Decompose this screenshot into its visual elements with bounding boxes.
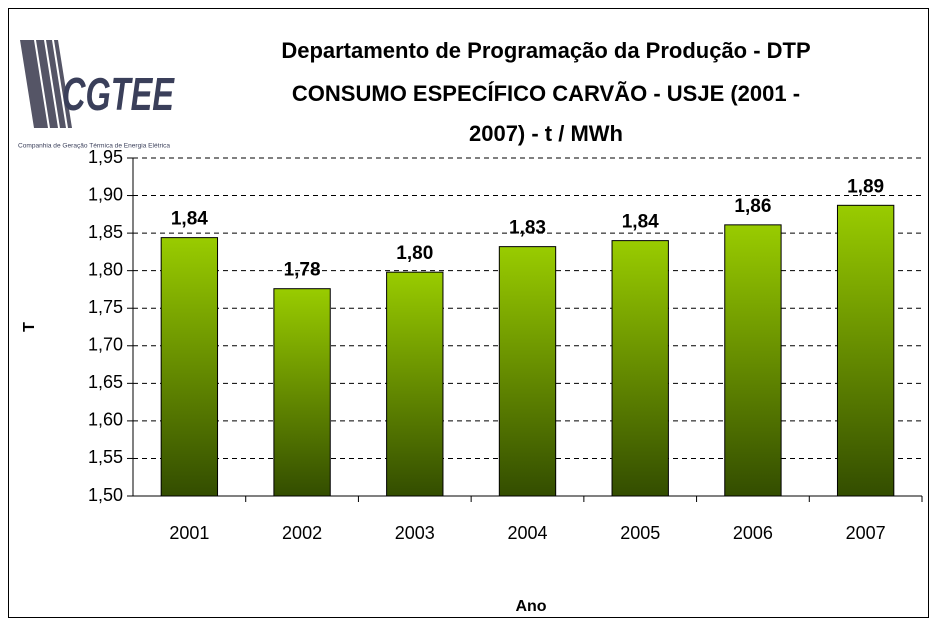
bar	[498, 246, 557, 497]
y-tick-label: 1,65	[88, 372, 123, 392]
bar	[273, 288, 331, 497]
data-label: 1,80	[396, 243, 433, 264]
y-tick-label: 1,50	[88, 485, 123, 505]
y-tick-label: 1,75	[88, 297, 123, 317]
y-tick-label: 1,85	[88, 222, 123, 242]
y-tick-label: 1,70	[88, 335, 123, 355]
bar	[836, 204, 895, 497]
data-label: 1,89	[847, 176, 884, 197]
data-label: 1,86	[734, 196, 771, 217]
bar	[724, 224, 782, 497]
x-axis-title: Ano	[515, 598, 546, 615]
chart-title: CONSUMO ESPECÍFICO CARVÃO - USJE (2001 -	[292, 81, 800, 106]
y-tick-label: 1,60	[88, 410, 123, 430]
logo: CGTEE Companhia de Geração Térmica de En…	[18, 40, 175, 150]
logo-name: CGTEE	[62, 68, 175, 120]
x-tick-label: 2001	[169, 523, 209, 543]
logo-mark	[20, 40, 72, 128]
x-tick-label: 2003	[395, 523, 435, 543]
bar	[160, 237, 219, 497]
y-axis-title: T	[21, 322, 38, 332]
bar	[386, 271, 444, 497]
data-label: 1,83	[509, 218, 546, 239]
x-tick-label: 2006	[733, 523, 773, 543]
y-tick-label: 1,95	[88, 147, 123, 167]
logo-tagline: Companhia de Geração Térmica de Energia …	[18, 144, 171, 150]
y-tick-label: 1,55	[88, 447, 123, 467]
data-label: 1,84	[171, 209, 208, 230]
data-label: 1,84	[622, 212, 659, 233]
data-label: 1,78	[284, 260, 321, 281]
x-tick-label: 2002	[282, 523, 322, 543]
chart-title: 2007) - t / MWh	[469, 121, 623, 146]
x-tick-label: 2007	[846, 523, 886, 543]
chart-title: Departamento de Programação da Produção …	[281, 38, 810, 63]
x-tick-label: 2004	[507, 523, 547, 543]
y-tick-label: 1,80	[88, 259, 123, 279]
y-tick-label: 1,90	[88, 184, 123, 204]
x-tick-label: 2005	[620, 523, 660, 543]
bar	[611, 240, 669, 497]
